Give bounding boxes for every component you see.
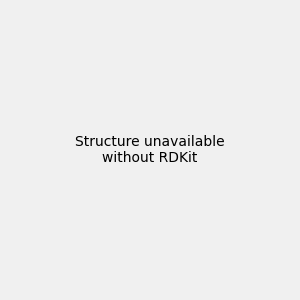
Text: Structure unavailable
without RDKit: Structure unavailable without RDKit: [75, 135, 225, 165]
